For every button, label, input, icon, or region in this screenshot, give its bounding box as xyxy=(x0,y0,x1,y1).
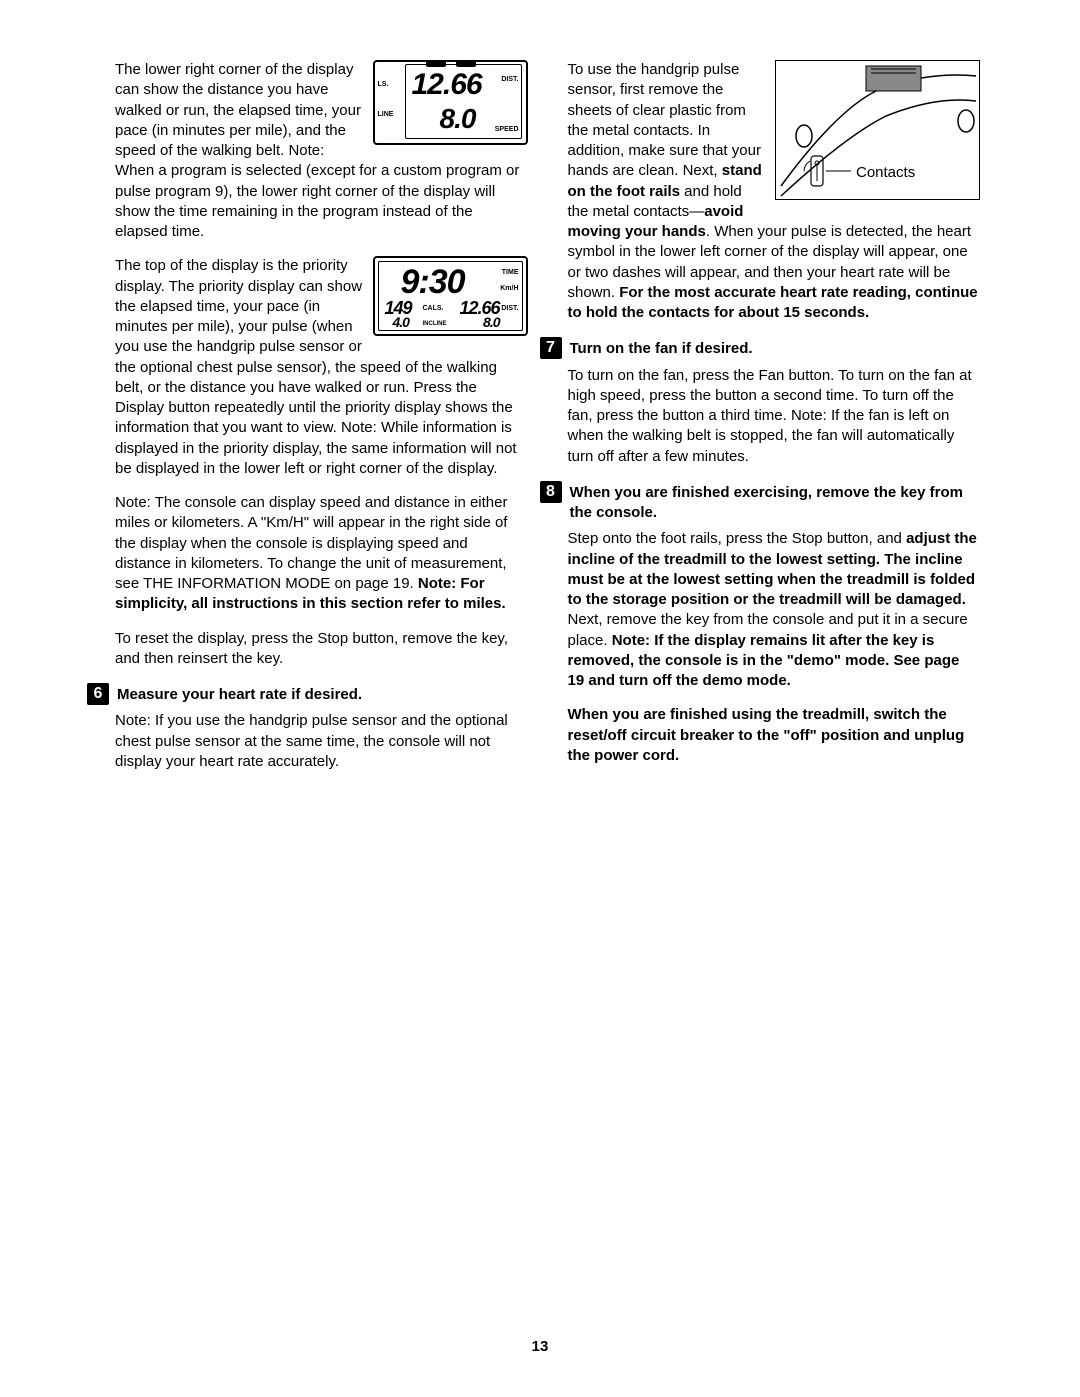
two-column-layout: LS. LINE 12.66 DIST. 8.0 SPEED The lower… xyxy=(115,60,980,786)
dist-label: DIST. xyxy=(501,75,518,84)
step-8-title: When you are finished exercising, remove… xyxy=(570,481,981,524)
para-fan: To turn on the fan, press the Fan button… xyxy=(568,366,981,467)
step-7-header: 7 Turn on the fan if desired. xyxy=(540,337,981,359)
para-reset: To reset the display, press the Stop but… xyxy=(115,629,528,670)
text-bold: Note: If the display remains lit after t… xyxy=(568,632,960,690)
text: To use the handgrip pulse sensor, first … xyxy=(568,61,746,159)
page-number: 13 xyxy=(0,1337,1080,1357)
right-column: Contacts To use the handgrip pulse senso… xyxy=(568,60,981,786)
speed2-value: 8.0 xyxy=(483,313,499,332)
incline-label: INCLINE xyxy=(423,320,447,328)
step-8-header: 8 When you are finished exercising, remo… xyxy=(540,481,981,524)
priority-display-illustration: 9:30 TIME Km/H 149 CALS. 12.66 DIST. 4.0… xyxy=(373,256,528,336)
step-number-8: 8 xyxy=(540,481,562,503)
dist2-label: DIST. xyxy=(501,304,518,313)
para-miles-km: Note: The console can display speed and … xyxy=(115,493,528,615)
step-7-title: Turn on the fan if desired. xyxy=(570,337,753,359)
step-6-title: Measure your heart rate if desired. xyxy=(117,683,362,705)
incline-value: 4.0 xyxy=(393,313,409,332)
step-6-header: 6 Measure your heart rate if desired. xyxy=(87,683,528,705)
display-corner-illustration: LS. LINE 12.66 DIST. 8.0 SPEED xyxy=(373,60,528,145)
left-column: LS. LINE 12.66 DIST. 8.0 SPEED The lower… xyxy=(115,60,528,786)
time-label: TIME xyxy=(502,268,519,277)
text: (when you use the handgrip pulse sensor … xyxy=(115,318,517,477)
step-number-6: 6 xyxy=(87,683,109,705)
para-pulse-note: Note: If you use the handgrip pulse sens… xyxy=(115,711,528,772)
text-bold: For the most accurate heart rate reading… xyxy=(568,284,978,321)
speed-label: SPEED xyxy=(495,125,519,134)
kmh-label: Km/H xyxy=(500,284,518,293)
line-label: LINE xyxy=(378,110,394,119)
ls-label: LS. xyxy=(378,80,389,89)
step-number-7: 7 xyxy=(540,337,562,359)
para-unplug: When you are finished using the treadmil… xyxy=(568,705,981,766)
para-finish: Step onto the foot rails, press the Stop… xyxy=(568,529,981,691)
cals-label: CALS. xyxy=(423,304,444,313)
text: Step onto the foot rails, press the Stop… xyxy=(568,530,907,547)
contacts-label: Contacts xyxy=(856,163,915,183)
handgrip-contacts-illustration: Contacts xyxy=(775,60,980,200)
speed-value: 8.0 xyxy=(440,100,476,138)
